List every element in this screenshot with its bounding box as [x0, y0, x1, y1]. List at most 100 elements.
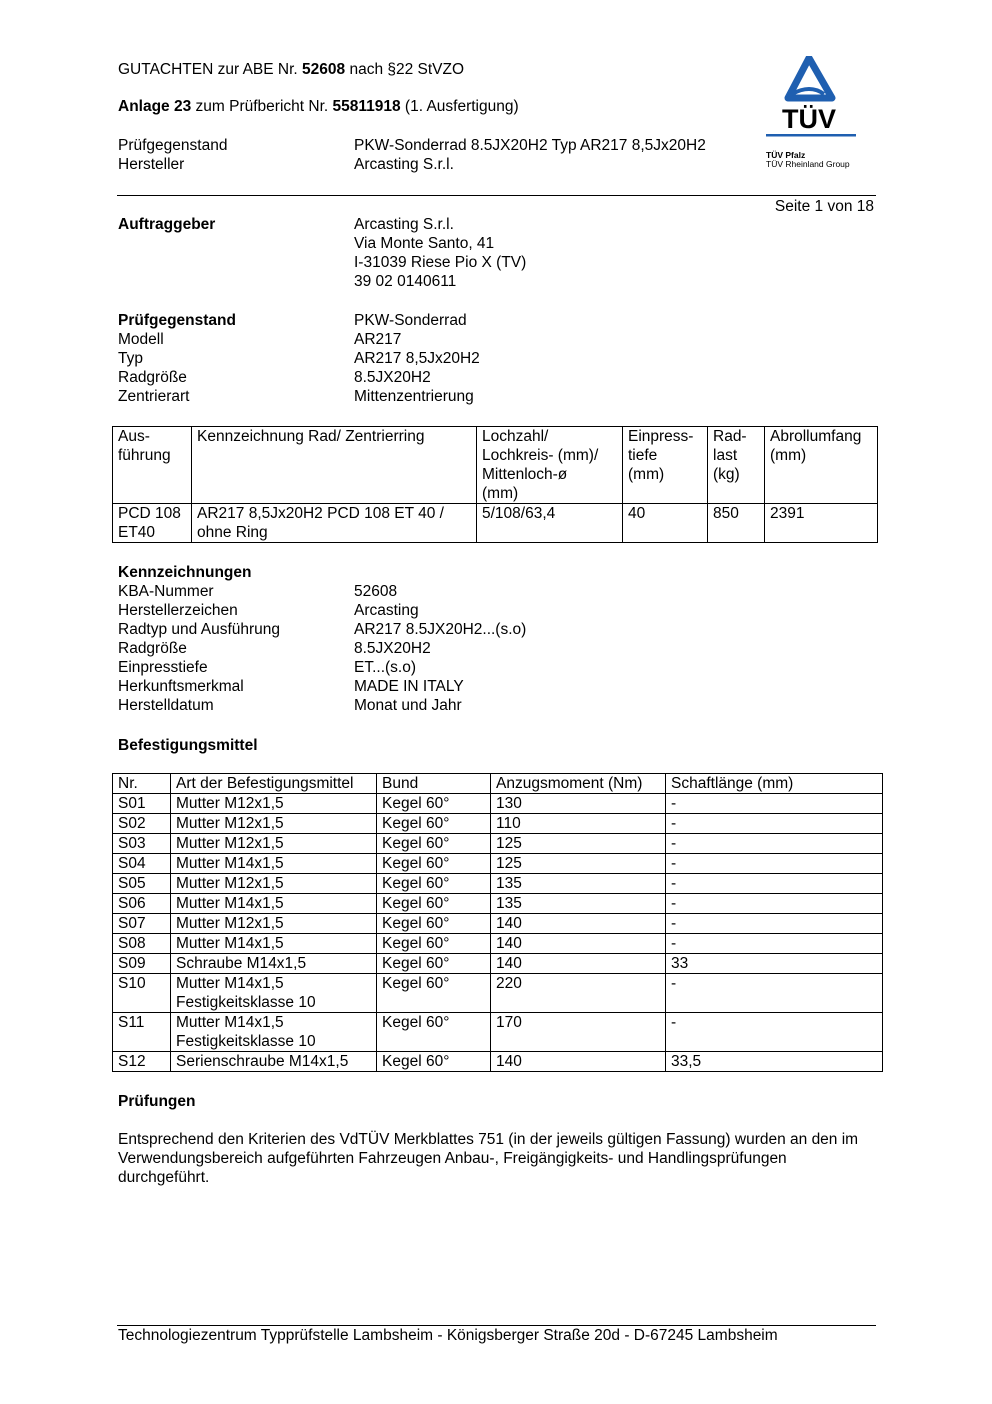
list-item: Radtyp und Ausführung AR217 8.5JX20H2...(… [118, 620, 878, 639]
table-cell: Mutter M12x1,5 [170, 813, 377, 834]
svg-text:TÜV: TÜV [782, 104, 836, 134]
table-cell: - [665, 973, 883, 1013]
label: Herstellerzeichen [118, 602, 238, 619]
table-cell: Kegel 60° [376, 1012, 491, 1052]
table-cell: - [665, 853, 883, 874]
label: Radgröße [118, 640, 187, 657]
table-cell: Abrollumfang (mm) [764, 426, 878, 504]
table-cell: S05 [112, 873, 171, 894]
table-cell: S01 [112, 793, 171, 814]
table-cell: Kegel 60° [376, 893, 491, 914]
table-cell: PCD 108 ET40 [112, 503, 192, 543]
table-row: PCD 108 ET40 AR217 8,5Jx20H2 PCD 108 ET 4… [112, 503, 878, 543]
table-cell: Mutter M14x1,5 [170, 853, 377, 874]
label: Einpresstiefe [118, 659, 208, 676]
table-cell: 140 [490, 953, 666, 974]
list-item: Einpresstiefe ET...(s.o) [118, 658, 878, 677]
tuv-triangle-icon: TÜV TÜV Pfalz TÜV Rheinland Group [766, 54, 856, 169]
list-item: Herstelldatum Monat und Jahr [118, 696, 878, 715]
value: AR217 8.5JX20H2...(s.o) [354, 621, 527, 638]
table-cell: Art der Befestigungsmittel [170, 773, 377, 794]
table-cell: S07 [112, 913, 171, 934]
kennzeichnungen-list: KBA-Nummer 52608 Herstellerzeichen Arcastin… [118, 582, 878, 715]
table-cell: 135 [490, 893, 666, 914]
table-cell: Anzugsmoment (Nm) [490, 773, 666, 794]
table-cell: 125 [490, 853, 666, 874]
table-cell: S06 [112, 893, 171, 914]
pruefgegenstand-section: Prüfgegenstand PKW-Sonderrad Modell AR217 … [118, 312, 480, 405]
table-cell: Kegel 60° [376, 813, 491, 834]
label: Herstelldatum [118, 697, 214, 714]
value: 8.5JX20H2 [354, 640, 431, 657]
label: KBA-Nummer [118, 583, 214, 600]
table-cell: 170 [490, 1012, 666, 1052]
table-cell: Serienschraube M14x1,5 [170, 1051, 377, 1072]
footer-divider [117, 1325, 876, 1326]
table-cell: S09 [112, 953, 171, 974]
table-cell: 130 [490, 793, 666, 814]
table-row: S04 Mutter M14x1,5 Kegel 60° 125- [112, 853, 883, 874]
table-cell: S12 [112, 1051, 171, 1072]
table-cell: Kegel 60° [376, 1051, 491, 1072]
table-cell: 850 [707, 503, 765, 543]
table-cell: Mutter M12x1,5 [170, 833, 377, 854]
table-row: S09 Schraube M14x1,5 Kegel 60° 140 33 [112, 953, 883, 974]
table-cell: - [665, 1012, 883, 1052]
table-cell: S11 [112, 1012, 171, 1052]
table-cell: Kegel 60° [376, 853, 491, 874]
list-item: Herstellerzeichen Arcasting [118, 601, 878, 620]
table-row: S10 Mutter M14x1,5 Festigkeitsklasse 10 Ke… [112, 973, 883, 1013]
table-cell: 140 [490, 1051, 666, 1072]
table-cell: - [665, 873, 883, 894]
value: MADE IN ITALY [354, 678, 464, 695]
label: Radtyp und Ausführung [118, 621, 281, 638]
footer-address: Technologiezentrum Typprüfstelle Lambshe… [118, 1327, 778, 1344]
wheel-table: Aus- führung Kennzeichnung Rad/ Zentrierr… [112, 426, 878, 543]
table-cell: 140 [490, 913, 666, 934]
table-cell: 140 [490, 933, 666, 954]
table-cell: 125 [490, 833, 666, 854]
table-cell: Bund [376, 773, 491, 794]
header-divider [117, 195, 876, 196]
table-cell: 33 [665, 953, 883, 974]
table-cell: S04 [112, 853, 171, 874]
table-row: S11 Mutter M14x1,5 Festigkeitsklasse 10 Ke… [112, 1012, 883, 1052]
table-cell: S03 [112, 833, 171, 854]
table-row: S07 Mutter M12x1,5 Kegel 60° 140- [112, 913, 883, 934]
table-cell: Mutter M14x1,5 Festigkeitsklasse 10 [170, 1012, 377, 1052]
table-cell: - [665, 793, 883, 814]
table-row: S12 Serienschraube M14x1,5 Kegel 60° 140 33,… [112, 1051, 883, 1072]
table-cell: Rad- last (kg) [707, 426, 765, 504]
header-info: Prüfgegenstand PKW-Sonderrad 8.5JX20H2 Ty… [118, 137, 706, 173]
table-cell: Mutter M14x1,5 [170, 893, 377, 914]
table-row: S08 Mutter M14x1,5 Kegel 60° 140- [112, 933, 883, 954]
table-cell: Mutter M14x1,5 Festigkeitsklasse 10 [170, 973, 377, 1013]
svg-text:TÜV Pfalz: TÜV Pfalz [766, 150, 805, 160]
table-row: S01 Mutter M12x1,5 Kegel 60° 130- [112, 793, 883, 814]
table-header-row: Nr. Art der Befestigungsmittel Bund Anzugsm… [112, 773, 883, 794]
value: Monat und Jahr [354, 697, 462, 714]
svg-text:TÜV Rheinland Group: TÜV Rheinland Group [766, 159, 850, 169]
table-cell: Mutter M12x1,5 [170, 873, 377, 894]
table-cell: 33,5 [665, 1051, 883, 1072]
table-cell: 2391 [764, 503, 878, 543]
table-cell: - [665, 933, 883, 954]
value: 52608 [354, 583, 398, 600]
table-cell: Schraube M14x1,5 [170, 953, 377, 974]
table-row: S05 Mutter M12x1,5 Kegel 60° 135- [112, 873, 883, 894]
tuv-logo: TÜV TÜV Pfalz TÜV Rheinland Group [762, 54, 862, 181]
table-cell: - [665, 813, 883, 834]
table-cell: Einpress- tiefe (mm) [622, 426, 708, 504]
table-cell: Kegel 60° [376, 833, 491, 854]
table-cell: Mutter M12x1,5 [170, 913, 377, 934]
list-item: Radgröße 8.5JX20H2 [118, 639, 878, 658]
table-cell: Schaftlänge (mm) [665, 773, 883, 794]
table-row: S02 Mutter M12x1,5 Kegel 60° 110- [112, 813, 883, 834]
value: ET...(s.o) [354, 659, 417, 676]
page-number: Seite 1 von 18 [774, 198, 874, 215]
table-cell: S10 [112, 973, 171, 1013]
table-cell: 220 [490, 973, 666, 1013]
table-cell: Kegel 60° [376, 793, 491, 814]
table-cell: Nr. [112, 773, 171, 794]
table-cell: Kegel 60° [376, 953, 491, 974]
